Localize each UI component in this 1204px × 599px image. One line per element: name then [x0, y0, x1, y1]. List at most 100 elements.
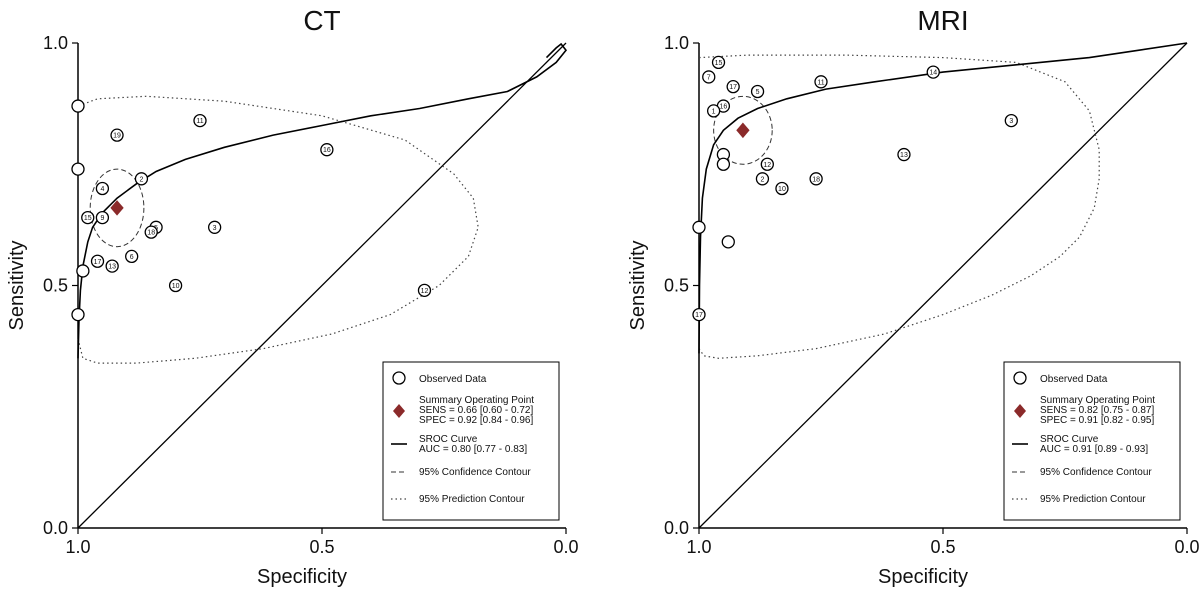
study-marker [721, 235, 735, 249]
legend-summary-title: Summary Operating Point [419, 395, 534, 406]
legend-summary-spec: SPEC = 0.92 [0.84 - 0.96] [419, 415, 533, 426]
study-marker [692, 307, 706, 322]
study-label: 3 [1009, 118, 1013, 125]
sroc-curve [77, 42, 568, 359]
study-point: 10 [168, 278, 183, 293]
study-point [692, 220, 706, 234]
study-marker [702, 70, 716, 84]
study-label: 17 [695, 312, 703, 319]
y-tick-label: 0.5 [43, 276, 68, 296]
y-tick-label: 0.0 [664, 518, 689, 538]
confidence-contour [713, 95, 773, 165]
legend-summary-spec: SPEC = 0.91 [0.82 - 0.95] [1040, 415, 1154, 426]
study-point: 12 [417, 283, 432, 298]
study-marker [193, 113, 207, 128]
study-point: 11 [193, 113, 207, 128]
chart-title: MRI [917, 5, 968, 36]
study-point: 5 [750, 84, 765, 99]
study-label: 16 [720, 104, 728, 111]
study-point: 18 [809, 172, 823, 186]
legend-sroc-auc: AUC = 0.91 [0.89 - 0.93] [1040, 444, 1148, 455]
legend-observed-label: Observed Data [1040, 374, 1108, 385]
study-label: 1 [712, 108, 716, 115]
study-point: 2 [134, 172, 149, 186]
study-point: 4 [95, 181, 110, 196]
study-point: 17 [726, 80, 740, 94]
legend-confidence-label: 95% Confidence Contour [1040, 467, 1152, 478]
study-marker [134, 172, 149, 186]
legend-summary-sens: SENS = 0.82 [0.75 - 0.87] [1040, 405, 1154, 416]
legend-observed-label: Observed Data [419, 374, 487, 385]
study-marker [926, 65, 940, 79]
legend-summary-diamond [1014, 404, 1026, 418]
study-marker [692, 220, 706, 234]
study-marker [71, 307, 85, 322]
study-marker [755, 172, 770, 186]
study-label: 15 [715, 60, 723, 67]
study-marker [144, 225, 158, 239]
study-marker [105, 259, 119, 273]
study-marker [809, 172, 823, 186]
study-point: 1 [706, 104, 721, 118]
legend: Observed Data Summary Operating PointSENS… [1003, 361, 1181, 521]
study-marker [706, 104, 721, 118]
study-marker [711, 55, 726, 70]
y-tick-label: 1.0 [664, 33, 689, 53]
study-marker [110, 128, 124, 142]
study-label: 13 [108, 264, 116, 271]
x-tick-label: 0.0 [553, 537, 578, 557]
study-label: 10 [172, 283, 180, 290]
x-tick-label: 1.0 [686, 537, 711, 557]
study-marker [897, 147, 911, 162]
legend-summary-sens: SENS = 0.66 [0.60 - 0.72] [419, 405, 533, 416]
study-point: 11 [814, 75, 828, 89]
y-tick-label: 0.5 [664, 276, 689, 296]
study-label: 18 [147, 230, 155, 237]
legend-sroc-title: SROC Curve [1040, 434, 1099, 445]
study-point: 2 [755, 172, 770, 186]
study-label: 2 [139, 176, 143, 183]
study-marker [775, 181, 789, 196]
study-point: 15 [81, 210, 95, 225]
study-point: 16 [320, 143, 334, 157]
study-label: 16 [323, 147, 331, 154]
confidence-contour [89, 168, 145, 248]
x-axis-label: Specificity [878, 566, 968, 588]
x-tick-label: 0.5 [930, 537, 955, 557]
summary-point-diamond [736, 122, 750, 139]
prediction-contour [77, 95, 479, 364]
study-label: 3 [213, 225, 217, 232]
study-point: 9 [95, 210, 110, 225]
study-point: 3 [207, 220, 222, 234]
legend-sroc-title: SROC Curve [419, 434, 478, 445]
study-point [71, 99, 85, 113]
chart-panel-ct: CT 1.0 0.5 0.0 0.0 0.5 1.0 Specificity Sensitivi… [6, 5, 579, 588]
y-axis-label: Sensitivity [627, 240, 649, 330]
study-point [71, 307, 85, 322]
study-point [721, 235, 735, 249]
study-point: 14 [926, 65, 940, 79]
legend-confidence-label: 95% Confidence Contour [419, 467, 531, 478]
study-marker [760, 157, 774, 171]
study-label: 6 [130, 254, 134, 261]
study-marker [417, 283, 432, 298]
summary-point-diamond [110, 200, 124, 216]
study-marker [716, 157, 731, 171]
diagonal-line [77, 42, 567, 529]
study-label: 18 [812, 176, 820, 183]
study-point: 7 [702, 70, 716, 84]
study-label: 2 [760, 176, 764, 183]
x-axis-label: Specificity [257, 566, 347, 588]
study-point: 10 [775, 181, 789, 196]
study-label: 11 [817, 79, 824, 86]
study-marker [125, 249, 139, 264]
study-label: 12 [763, 162, 771, 169]
study-point: 6 [125, 249, 139, 264]
legend-observed-marker [392, 371, 406, 385]
study-label: 14 [929, 70, 937, 77]
study-label: 13 [900, 152, 908, 159]
study-point: 18 [144, 225, 158, 239]
study-marker [168, 278, 183, 293]
x-tick-label: 1.0 [65, 537, 90, 557]
